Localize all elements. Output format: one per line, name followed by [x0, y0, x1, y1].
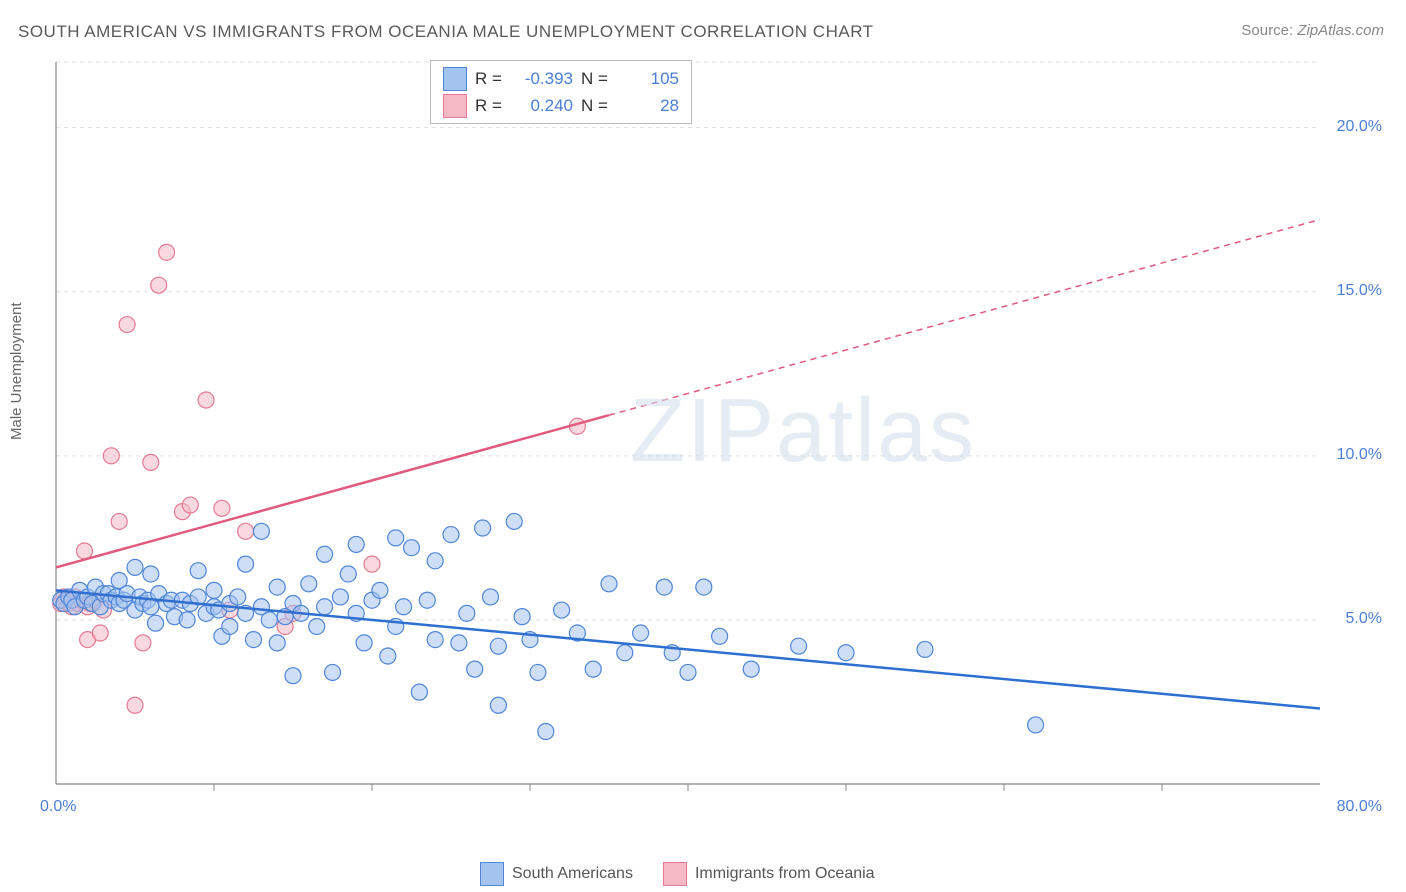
legend-label-2: Immigrants from Oceania: [695, 865, 875, 883]
legend-item-2: Immigrants from Oceania: [663, 862, 875, 886]
r-label: R =: [475, 65, 505, 92]
swatch-series-2: [443, 94, 467, 118]
y-tick-label: 15.0%: [1337, 282, 1382, 300]
swatch-series-1: [480, 862, 504, 886]
y-tick-label: 10.0%: [1337, 446, 1382, 464]
n-label: N =: [581, 92, 611, 119]
scatter-plot: [50, 58, 1380, 814]
y-axis-label: Male Unemployment: [8, 302, 25, 440]
stats-legend-box: R = -0.393 N = 105 R = 0.240 N = 28: [430, 60, 692, 124]
swatch-series-1: [443, 67, 467, 91]
chart-title: SOUTH AMERICAN VS IMMIGRANTS FROM OCEANI…: [18, 22, 874, 42]
source-attribution: Source: ZipAtlas.com: [1241, 22, 1384, 39]
n-value-1: 105: [619, 65, 679, 92]
r-value-2: 0.240: [513, 92, 573, 119]
x-tick-label: 80.0%: [1337, 798, 1382, 816]
r-label: R =: [475, 92, 505, 119]
y-tick-label: 5.0%: [1346, 610, 1382, 628]
y-tick-label: 20.0%: [1337, 118, 1382, 136]
legend-item-1: South Americans: [480, 862, 633, 886]
source-label: Source:: [1241, 22, 1293, 39]
x-tick-label: 0.0%: [40, 798, 76, 816]
bottom-legend: South Americans Immigrants from Oceania: [480, 862, 875, 886]
stats-row-series-2: R = 0.240 N = 28: [443, 92, 679, 119]
swatch-series-2: [663, 862, 687, 886]
legend-label-1: South Americans: [512, 865, 633, 883]
source-value: ZipAtlas.com: [1297, 22, 1384, 39]
n-value-2: 28: [619, 92, 679, 119]
stats-row-series-1: R = -0.393 N = 105: [443, 65, 679, 92]
n-label: N =: [581, 65, 611, 92]
r-value-1: -0.393: [513, 65, 573, 92]
